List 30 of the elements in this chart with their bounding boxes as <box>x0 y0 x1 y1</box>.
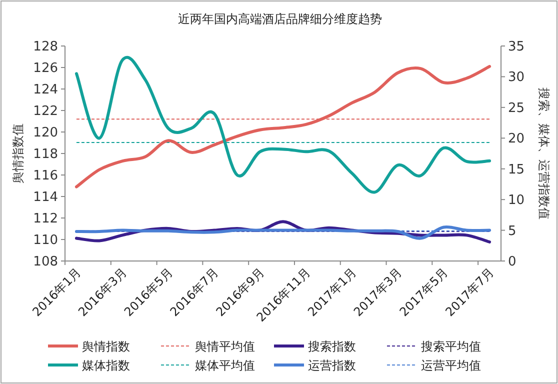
y2-tick-label: 15 <box>508 162 525 178</box>
y2-tick-label: 25 <box>508 100 525 116</box>
y-tick-label: 118 <box>33 147 58 162</box>
legend-label: 媒体平均值 <box>195 358 255 372</box>
y-tick-label: 114 <box>33 190 58 205</box>
legend-label: 搜索指数 <box>308 340 356 354</box>
y2-axis-title: 搜索、媒体、运营指数值 <box>537 88 551 220</box>
y-tick-label: 108 <box>33 254 58 270</box>
legend-label: 运营指数 <box>308 358 356 372</box>
y-tick-label: 128 <box>33 40 58 54</box>
y2-tick-label: 0 <box>508 254 516 270</box>
legend-label: 媒体指数 <box>82 358 130 372</box>
y-tick-label: 112 <box>33 212 58 226</box>
legend-label: 搜索平均值 <box>421 340 481 354</box>
y-axis-title: 舆情指数值 <box>11 124 25 184</box>
y2-tick-label: 20 <box>508 132 525 147</box>
legend-label: 舆情平均值 <box>195 340 255 354</box>
y2-tick-label: 10 <box>508 193 525 208</box>
y2-tick-label: 35 <box>508 40 525 54</box>
y2-tick-label: 5 <box>508 224 516 239</box>
y-tick-label: 122 <box>33 104 58 119</box>
y-tick-label: 124 <box>33 82 58 98</box>
y2-tick-label: 30 <box>508 70 525 86</box>
y-tick-label: 116 <box>33 168 58 184</box>
y-tick-label: 126 <box>33 61 58 76</box>
y-tick-label: 120 <box>33 126 58 140</box>
legend-label: 舆情指数 <box>82 340 130 354</box>
chart-title: 近两年国内高端酒店品牌细分维度趋势 <box>178 12 382 26</box>
legend-label: 运营平均值 <box>421 358 481 372</box>
y-tick-label: 110 <box>33 233 58 248</box>
